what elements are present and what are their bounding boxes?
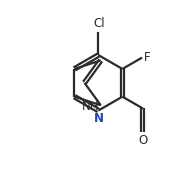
Text: O: O	[138, 134, 147, 147]
Text: F: F	[144, 51, 150, 64]
Text: NH: NH	[81, 100, 99, 113]
Text: Cl: Cl	[93, 17, 105, 30]
Text: N: N	[93, 112, 103, 125]
